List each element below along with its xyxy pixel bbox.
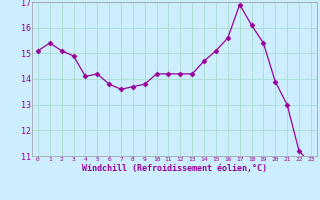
X-axis label: Windchill (Refroidissement éolien,°C): Windchill (Refroidissement éolien,°C) (82, 164, 267, 173)
